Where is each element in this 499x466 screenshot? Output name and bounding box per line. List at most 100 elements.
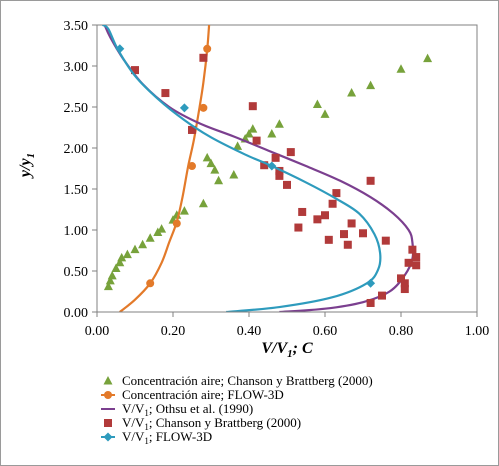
data-point-3-24 (366, 176, 375, 185)
data-point-3-23 (366, 298, 375, 307)
legend-label-1: Concentración aire; FLOW-3D (122, 387, 284, 402)
x-tick-label-4: 0.80 (389, 324, 414, 339)
data-point-3-26 (381, 236, 390, 245)
data-point-3-18 (332, 189, 341, 198)
legend-entry-0: Concentración aire; Chanson y Brattberg … (103, 373, 373, 388)
legend-label-text-1: Concentración aire; FLOW-3D (122, 387, 284, 402)
legend-label-sub-4: 1 (144, 436, 149, 446)
data-point-3-14 (313, 215, 322, 224)
data-point-3-25 (378, 291, 386, 300)
data-point-0-25 (267, 129, 277, 138)
data-point-3-22 (359, 229, 367, 238)
data-point-0-23 (244, 129, 254, 138)
data-point-3-33 (412, 261, 421, 270)
data-point-4-3 (115, 44, 125, 54)
data-point-3-0 (131, 66, 139, 75)
data-point-4-2 (179, 103, 189, 113)
series-0 (103, 53, 433, 291)
legend-label-text-3: V/V (122, 415, 145, 430)
data-point-0-20 (229, 170, 239, 179)
data-point-3-1 (161, 89, 170, 98)
series-1 (119, 25, 212, 312)
legend-label-text-4: V/V (122, 429, 145, 444)
legend-label-tail-2: ; Othsu et al. (1990) (149, 401, 253, 416)
data-point-0-1 (105, 275, 115, 285)
y-tick-label-7: 3.50 (64, 19, 89, 34)
data-point-0-19 (214, 175, 224, 185)
legend-entry-3: V/V1; Chanson y Brattberg (2000) (104, 415, 301, 432)
data-point-3-8 (275, 166, 284, 175)
data-point-1-4 (203, 44, 212, 53)
legend-label-sub-3: 1 (144, 422, 149, 432)
y-tick-label-3: 1.50 (64, 183, 89, 198)
legend-entry-1: Concentración aire; FLOW-3D (101, 387, 284, 402)
data-point-4-0 (366, 278, 376, 288)
y-tick-label-2: 1.00 (64, 224, 89, 239)
series-layer (102, 25, 433, 312)
data-point-3-21 (347, 219, 356, 228)
y-tick-label-0: 0.00 (64, 306, 89, 321)
data-point-1-2 (188, 162, 196, 171)
legend: Concentración aire; Chanson y Brattberg … (101, 373, 373, 446)
x-tick-label-1: 0.20 (161, 324, 186, 339)
legend-marker-4 (103, 432, 113, 442)
x-tick-label-3: 0.60 (313, 324, 338, 339)
axes-layer: 0.00 0.50 1.00 1.50 2.00 2.50 3.00 3.50 0.00 0.20… (64, 19, 490, 339)
data-point-0-31 (396, 64, 406, 73)
data-point-0-2 (107, 270, 117, 280)
data-point-0-0 (103, 281, 113, 291)
x-axis-label: V/V1; C (261, 340, 313, 360)
x-tick-label-2: 0.40 (237, 324, 262, 339)
data-point-3-3 (199, 53, 208, 62)
data-point-1-3 (199, 103, 208, 112)
data-point-3-6 (260, 161, 269, 170)
data-point-0-9 (145, 233, 155, 242)
series-4 (102, 25, 382, 312)
y-tick-label-6: 3.00 (64, 60, 89, 75)
data-point-0-5 (117, 252, 127, 262)
data-point-0-11 (157, 224, 167, 233)
data-point-0-17 (206, 158, 216, 168)
data-point-3-7 (271, 153, 280, 162)
legend-marker-1 (104, 391, 112, 399)
data-point-3-27 (397, 274, 405, 283)
data-point-0-18 (210, 165, 220, 174)
data-point-3-19 (340, 230, 348, 239)
data-point-3-4 (248, 102, 257, 111)
legend-label-sub-2: 1 (144, 408, 149, 418)
data-point-0-16 (202, 152, 212, 162)
data-point-3-9 (275, 171, 284, 180)
data-point-3-2 (188, 125, 196, 134)
data-point-0-21 (233, 141, 243, 150)
x-tick-label-5: 1.00 (465, 324, 490, 339)
series-3 (131, 53, 421, 307)
data-point-0-14 (179, 206, 189, 215)
data-point-0-8 (138, 239, 148, 249)
data-point-0-7 (130, 244, 140, 254)
legend-label-tail-3: ; Chanson y Brattberg (2000) (149, 415, 301, 430)
data-point-0-27 (312, 99, 322, 109)
data-point-0-4 (115, 257, 125, 267)
data-point-0-29 (347, 88, 357, 97)
y-tick-label-5: 2.50 (64, 101, 89, 116)
data-point-4-1 (267, 161, 277, 171)
data-point-3-13 (298, 207, 307, 216)
legend-entry-4: V/V1; FLOW-3D (101, 429, 212, 446)
data-point-0-3 (111, 263, 121, 273)
y-axis-label: y/y1 (17, 153, 37, 179)
data-point-3-5 (252, 136, 261, 145)
data-point-0-26 (274, 119, 284, 128)
data-point-3-29 (400, 279, 409, 288)
legend-label-tail-4: ; FLOW-3D (149, 429, 212, 444)
data-point-0-30 (366, 80, 376, 90)
data-point-3-10 (283, 180, 291, 189)
data-point-3-11 (286, 148, 295, 157)
data-point-1-0 (146, 279, 155, 288)
legend-entry-2: V/V1; Othsu et al. (1990) (101, 401, 253, 418)
series-group (102, 25, 433, 312)
data-point-0-24 (248, 124, 258, 133)
legend-label-3: V/V1; Chanson y Brattberg (2000) (122, 415, 301, 432)
data-point-3-31 (408, 245, 417, 254)
data-point-0-32 (423, 53, 433, 63)
